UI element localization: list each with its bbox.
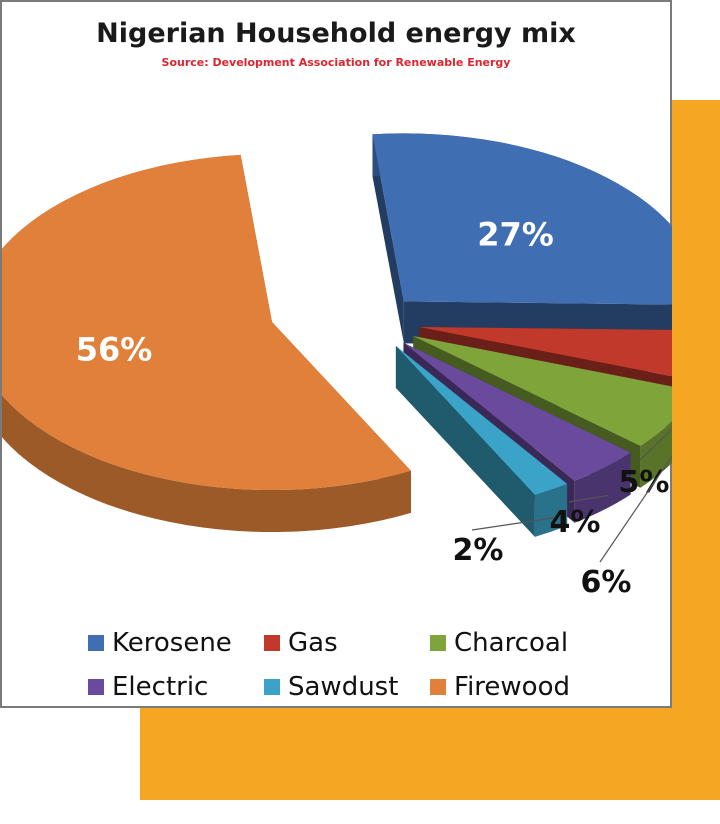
legend-label-firewood: Firewood [454, 672, 570, 702]
legend-label-kerosene: Kerosene [112, 628, 232, 658]
chart-card: Nigerian Household energy mix Source: De… [0, 0, 672, 708]
slice-rim-firewood [0, 154, 411, 532]
legend-swatch-gas [264, 635, 280, 651]
data-label-electric: 4% [550, 505, 601, 540]
legend-item-firewood: Firewood [430, 672, 630, 702]
slice-wall-sawdust-b [395, 345, 535, 537]
legend: Kerosene Gas Charcoal Electric Sawdust F… [88, 628, 648, 702]
chart-subtitle: Source: Development Association for Rene… [161, 56, 511, 69]
data-label-charcoal: 6% [581, 565, 632, 600]
legend-swatch-sawdust [264, 679, 280, 695]
slice-electric [403, 342, 631, 481]
slice-gas [419, 326, 672, 377]
legend-item-kerosene: Kerosene [88, 628, 264, 658]
legend-item-electric: Electric [88, 672, 264, 702]
leader-line-gas [637, 428, 672, 463]
data-label-gas: 5% [619, 465, 670, 500]
legend-label-gas: Gas [288, 628, 338, 658]
chart-title: Nigerian Household energy mix [96, 18, 576, 49]
legend-swatch-kerosene [88, 635, 104, 651]
legend-label-charcoal: Charcoal [454, 628, 569, 658]
slice-charcoal [413, 336, 672, 446]
slice-wall-kerosene-a [372, 134, 404, 344]
legend-item-charcoal: Charcoal [430, 628, 630, 658]
leader-line-electric [568, 494, 609, 503]
leader-line-charcoal [599, 455, 672, 563]
legend-swatch-charcoal [430, 635, 446, 651]
legend-item-gas: Gas [264, 628, 430, 658]
data-label-sawdust: 2% [453, 533, 504, 568]
pie-chart: 27% 5% 6% 4% 2% 56% [0, 133, 672, 600]
data-label-kerosene: 27% [477, 215, 554, 253]
leader-line-sawdust [471, 517, 555, 531]
slice-sawdust [395, 345, 568, 495]
legend-label-electric: Electric [112, 672, 209, 702]
legend-label-sawdust: Sawdust [288, 672, 399, 702]
slice-kerosene [372, 133, 672, 305]
slice-rim-electric [574, 452, 631, 523]
slice-firewood [0, 154, 411, 490]
legend-swatch-firewood [430, 679, 446, 695]
data-label-firewood: 56% [76, 331, 153, 369]
legend-swatch-electric [88, 679, 104, 695]
slice-rim-sawdust [534, 483, 568, 537]
slice-rim-charcoal [640, 421, 672, 488]
legend-item-sawdust: Sawdust [264, 672, 430, 702]
